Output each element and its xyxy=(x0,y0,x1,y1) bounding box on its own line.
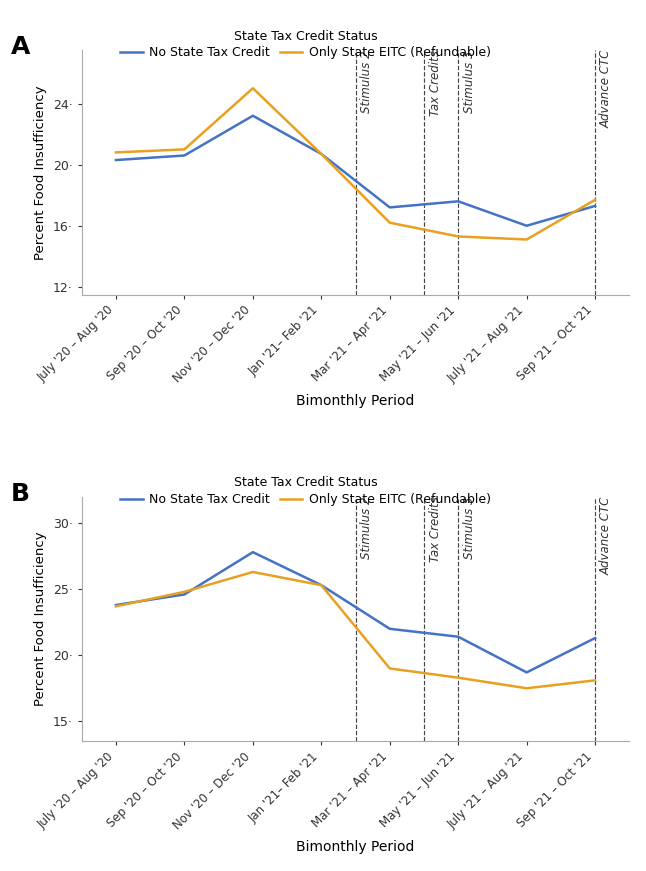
Text: Stimulus 3: Stimulus 3 xyxy=(463,496,476,559)
X-axis label: Bimonthly Period: Bimonthly Period xyxy=(297,841,415,854)
Y-axis label: Percent Food Insufficiency: Percent Food Insufficiency xyxy=(34,85,47,260)
Text: Advance CTC: Advance CTC xyxy=(600,50,613,128)
Text: Stimulus 3: Stimulus 3 xyxy=(463,50,476,112)
X-axis label: Bimonthly Period: Bimonthly Period xyxy=(297,394,415,408)
Y-axis label: Percent Food Insufficiency: Percent Food Insufficiency xyxy=(34,531,47,706)
Text: Stimulus 2: Stimulus 2 xyxy=(360,496,373,559)
Text: B: B xyxy=(10,482,30,506)
Text: Tax Credits: Tax Credits xyxy=(429,496,442,563)
Text: Stimulus 2: Stimulus 2 xyxy=(360,50,373,112)
Text: A: A xyxy=(10,36,30,59)
Legend: No State Tax Credit, Only State EITC (Refundable): No State Tax Credit, Only State EITC (Re… xyxy=(116,24,495,64)
Text: Advance CTC: Advance CTC xyxy=(600,496,613,575)
Legend: No State Tax Credit, Only State EITC (Refundable): No State Tax Credit, Only State EITC (Re… xyxy=(116,471,495,511)
Text: Tax Credits: Tax Credits xyxy=(429,50,442,116)
